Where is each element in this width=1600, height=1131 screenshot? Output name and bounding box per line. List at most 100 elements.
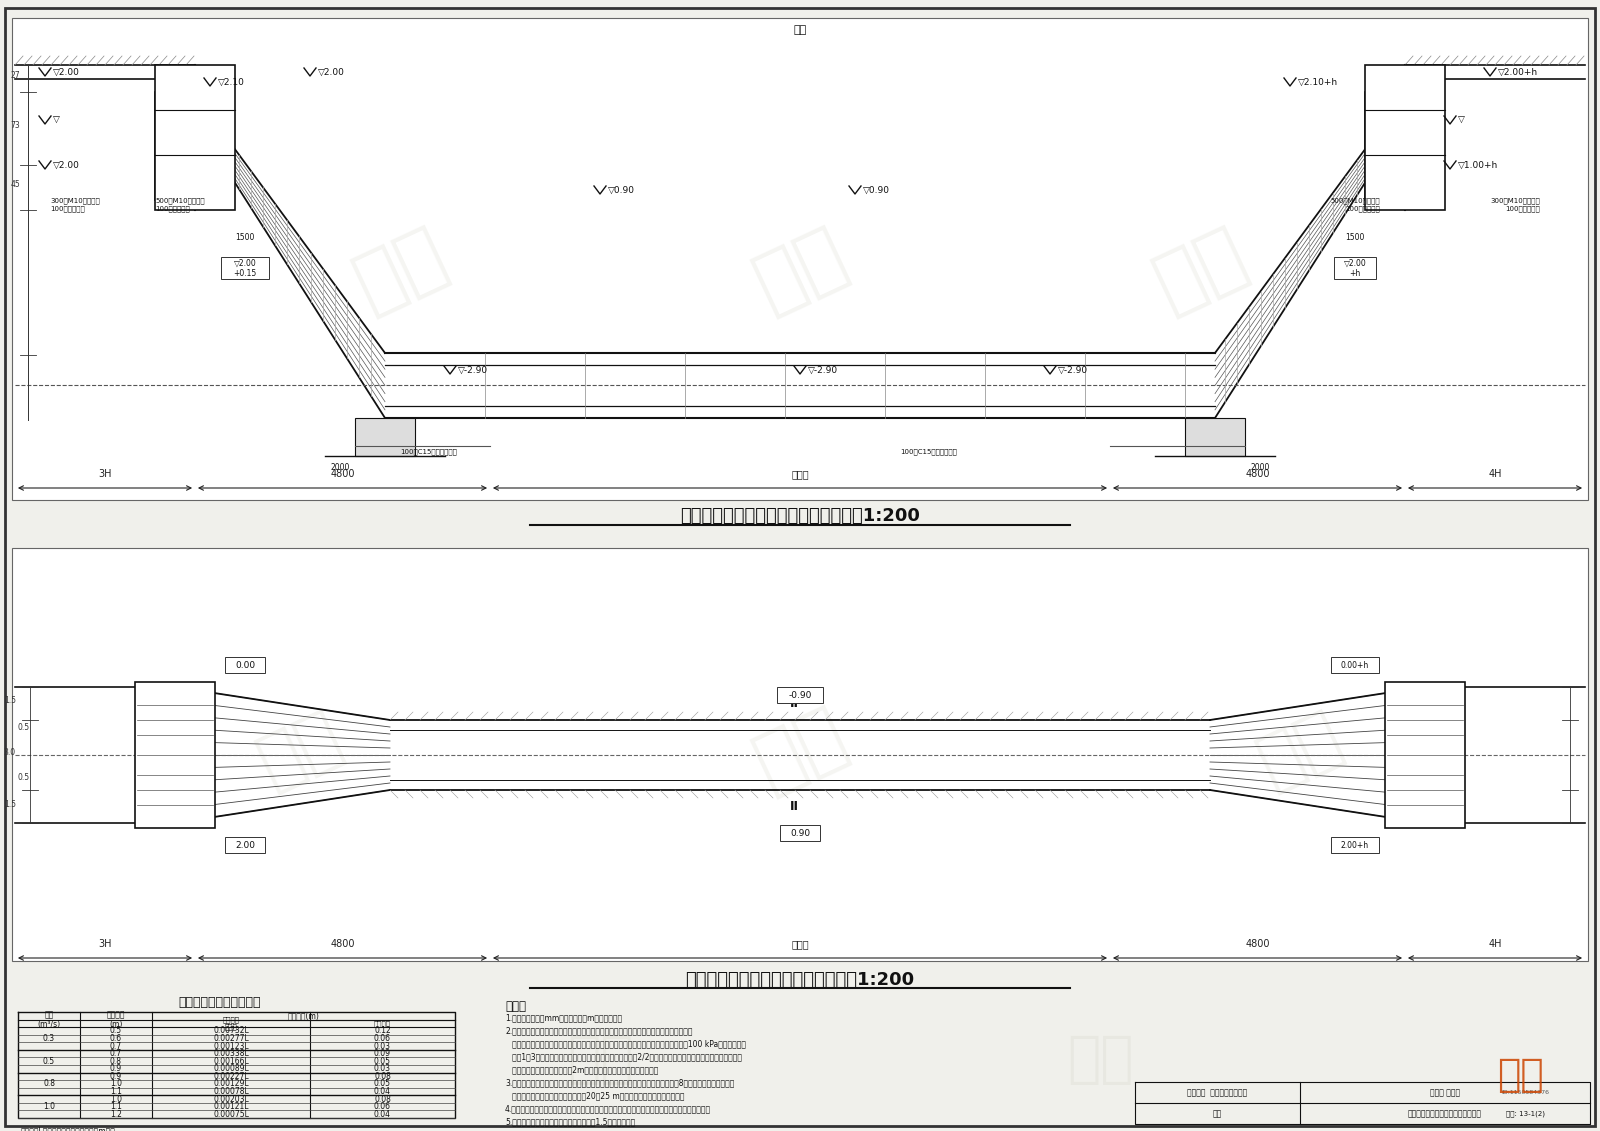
Text: 渠道长: 渠道长: [790, 939, 810, 949]
Text: 0.90: 0.90: [790, 829, 810, 837]
Text: 0.00123L: 0.00123L: [213, 1042, 250, 1051]
Text: 4H: 4H: [1488, 939, 1502, 949]
Text: 1.0: 1.0: [43, 1102, 54, 1111]
Text: 0.00338L: 0.00338L: [213, 1050, 250, 1059]
Text: ▽2.00
+0.15: ▽2.00 +0.15: [234, 258, 256, 278]
Text: 4H: 4H: [1488, 469, 1502, 480]
Text: ▽0.90: ▽0.90: [608, 185, 635, 195]
Text: 总摩擦系
数损失: 总摩擦系 数损失: [222, 1017, 240, 1030]
Text: ▽: ▽: [53, 115, 59, 124]
Text: 渠道长: 渠道长: [790, 469, 810, 480]
Text: 预制混凝土圆形曲线式倒虹吸纵剖面图1:200: 预制混凝土圆形曲线式倒虹吸纵剖面图1:200: [680, 507, 920, 525]
Text: 0.00089L: 0.00089L: [213, 1064, 250, 1073]
Text: 1.0: 1.0: [110, 1079, 122, 1088]
Text: II: II: [790, 697, 798, 710]
Text: 45: 45: [10, 180, 19, 189]
Text: 1.5: 1.5: [3, 696, 16, 705]
Text: 知末: 知末: [1248, 702, 1352, 798]
Text: 2.00+h: 2.00+h: [1341, 840, 1370, 849]
Text: ▽-2.90: ▽-2.90: [808, 365, 838, 374]
Text: 0.00277L: 0.00277L: [213, 1034, 250, 1043]
Text: 1.1: 1.1: [110, 1087, 122, 1096]
Text: 0.00732L: 0.00732L: [213, 1027, 250, 1035]
Text: 考，本图每节管身有效长度为2m，可相据需要及管件产品规格调整。: 考，本图每节管身有效长度为2m，可相据需要及管件产品规格调整。: [506, 1065, 658, 1074]
Text: 0.05: 0.05: [374, 1056, 390, 1065]
Text: 4800: 4800: [1245, 469, 1270, 480]
Text: 0.5: 0.5: [43, 1056, 54, 1065]
Text: ▽2.00: ▽2.00: [318, 68, 346, 77]
Bar: [1186, 418, 1245, 456]
Text: 0.00075L: 0.00075L: [213, 1110, 250, 1119]
Text: 2.倒虹吸塔基为土质（土弧）基础，开挖过接须满足稳定要求，施工时做好排水，保持基础: 2.倒虹吸塔基为土质（土弧）基础，开挖过接须满足稳定要求，施工时做好排水，保持基…: [506, 1026, 693, 1035]
Text: 500厚M10浆砌块石
100厚砂石垫层: 500厚M10浆砌块石 100厚砂石垫层: [155, 198, 205, 213]
Text: 500厚M10浆砌块石
100厚砂石垫层: 500厚M10浆砌块石 100厚砂石垫层: [1330, 198, 1379, 213]
Text: ▽0.90: ▽0.90: [862, 185, 890, 195]
Text: 流量
(m³/s): 流量 (m³/s): [37, 1010, 61, 1029]
Text: 4800: 4800: [330, 469, 355, 480]
Text: ▽-2.90: ▽-2.90: [458, 365, 488, 374]
Text: II: II: [790, 800, 798, 813]
Bar: [778, 687, 822, 703]
Text: 27: 27: [10, 71, 19, 80]
Text: 知末: 知末: [342, 217, 458, 323]
Text: 3H: 3H: [98, 469, 112, 480]
Bar: [1331, 657, 1379, 673]
Text: 0.04: 0.04: [374, 1087, 390, 1096]
Text: 第五页 倒虹吸: 第五页 倒虹吸: [1430, 1088, 1461, 1097]
Text: 300厚M10浆砌块石
100厚砂石垫层: 300厚M10浆砌块石 100厚砂石垫层: [50, 198, 99, 213]
Text: 100厚C15素混凝土垫层: 100厚C15素混凝土垫层: [400, 449, 458, 456]
Text: ▽2.00+h: ▽2.00+h: [1498, 68, 1538, 77]
Bar: [1365, 64, 1445, 210]
Text: 0.06: 0.06: [374, 1102, 390, 1111]
Text: 0.03: 0.03: [374, 1064, 390, 1073]
Bar: [1386, 682, 1466, 828]
Text: 2000: 2000: [330, 463, 350, 472]
Text: 0.00+h: 0.00+h: [1341, 661, 1370, 670]
Bar: [134, 682, 214, 828]
Text: 0.7: 0.7: [110, 1042, 122, 1051]
Text: 0.04: 0.04: [374, 1110, 390, 1119]
Text: 预制混凝土圆形曲线式倒虹吸施工图: 预制混凝土圆形曲线式倒虹吸施工图: [1408, 1110, 1482, 1119]
Text: 4800: 4800: [1245, 939, 1270, 949]
Text: 知末: 知末: [1142, 217, 1258, 323]
Text: 干燥，遇软弱地基或地基承载力不满足要求时应采取地基处理措施，地基承载力不小于100 kPa，斜坡段坡比: 干燥，遇软弱地基或地基承载力不满足要求时应采取地基处理措施，地基承载力不小于10…: [506, 1039, 746, 1048]
Text: 0.3: 0.3: [43, 1034, 54, 1043]
Text: 桩号: 桩号: [794, 25, 806, 35]
Text: ID:1150584376: ID:1150584376: [1501, 1090, 1549, 1096]
Text: 3.0: 3.0: [3, 748, 16, 757]
Text: 1500: 1500: [235, 233, 254, 242]
Text: 0.00227L: 0.00227L: [213, 1072, 250, 1081]
Text: 0.6: 0.6: [110, 1034, 122, 1043]
Text: 1.5: 1.5: [3, 800, 16, 809]
Text: 注：表中L为倒虹吸管道总长（单位为m）。: 注：表中L为倒虹吸管道总长（单位为m）。: [21, 1126, 115, 1131]
Text: 知末: 知末: [742, 697, 858, 803]
Text: 1.图中尺寸单位为mm，高程单位为m，相对高程。: 1.图中尺寸单位为mm，高程单位为m，相对高程。: [506, 1013, 622, 1022]
Text: 0.05: 0.05: [374, 1079, 390, 1088]
Text: 1.0: 1.0: [110, 1095, 122, 1104]
Bar: [226, 837, 266, 853]
Text: 0.00121L: 0.00121L: [213, 1102, 248, 1111]
Text: ▽2.10: ▽2.10: [218, 78, 245, 86]
Text: 水位以下的软泥、粉细砂地区，外每20～25 m管段长度应设置一个柔性接口。: 水位以下的软泥、粉细砂地区，外每20～25 m管段长度应设置一个柔性接口。: [506, 1091, 685, 1100]
Text: 0.9: 0.9: [110, 1064, 122, 1073]
Text: 1.2: 1.2: [110, 1110, 122, 1119]
Text: 4800: 4800: [330, 939, 355, 949]
Bar: [155, 64, 235, 210]
Text: 0.08: 0.08: [374, 1095, 390, 1104]
Bar: [781, 824, 819, 841]
Text: 73: 73: [10, 121, 19, 130]
Text: 100厚C15素混凝土垫层: 100厚C15素混凝土垫层: [899, 449, 957, 456]
Text: 图号: 13-1(2): 图号: 13-1(2): [1506, 1111, 1544, 1117]
Text: 0.9: 0.9: [110, 1072, 122, 1081]
Text: 知末: 知末: [566, 1033, 634, 1087]
Text: 2000: 2000: [1250, 463, 1270, 472]
Text: 0.5: 0.5: [18, 723, 30, 732]
Text: 1.1: 1.1: [110, 1102, 122, 1111]
Text: 0.5: 0.5: [110, 1027, 122, 1035]
Text: 0.7: 0.7: [110, 1050, 122, 1059]
Bar: [226, 657, 266, 673]
Bar: [221, 257, 269, 279]
Bar: [1334, 257, 1376, 279]
Text: 管孔直径
(m): 管孔直径 (m): [107, 1010, 125, 1029]
Text: 知末: 知末: [1067, 1033, 1133, 1087]
